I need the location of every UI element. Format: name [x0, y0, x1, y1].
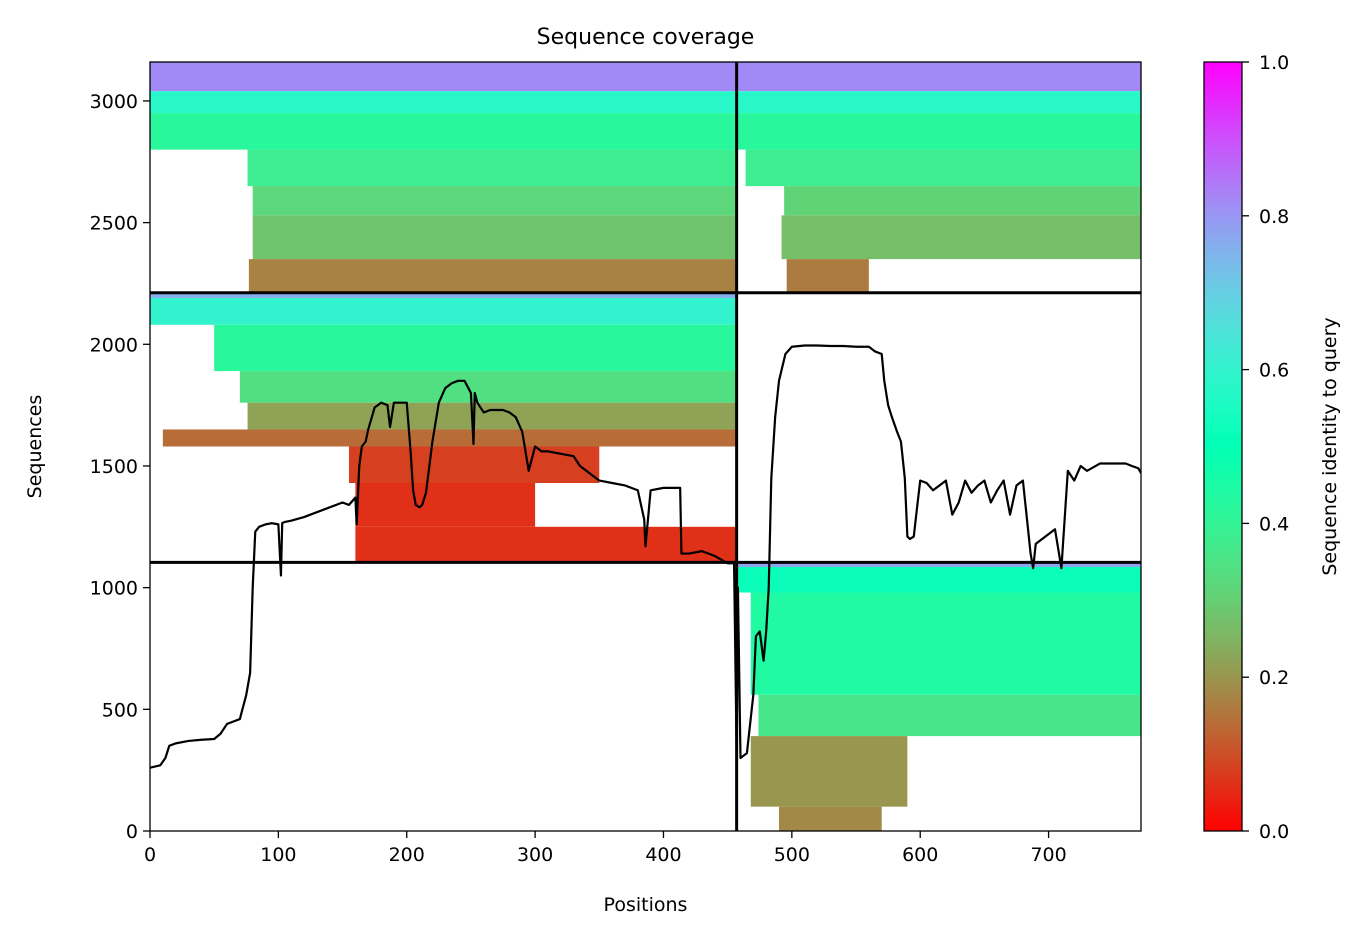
- msa-segment: [781, 215, 1141, 260]
- coverage-line: [150, 344, 1141, 769]
- plot-frame: [149, 61, 1142, 832]
- colorbar-frame: [1203, 61, 1243, 832]
- msa-segment: [150, 292, 737, 299]
- x-tick-label: 200: [389, 844, 425, 866]
- colorbar-tick-label: 0.2: [1259, 667, 1289, 689]
- colorbar-label: Sequence identity to query: [1319, 317, 1341, 575]
- colorbar-gradient: [1204, 62, 1242, 831]
- msa-segment: [786, 259, 869, 293]
- msa-segment: [214, 324, 737, 372]
- y-axis: 0 500 1000 1500 2000 2500 3000: [90, 91, 150, 843]
- y-tick-label: 1000: [90, 578, 138, 600]
- msa-segment: [252, 186, 737, 216]
- msa-segment: [150, 91, 1141, 114]
- x-tick-label: 500: [774, 844, 810, 866]
- y-tick-label: 0: [126, 821, 138, 843]
- msa-segment: [150, 298, 737, 325]
- y-tick-label: 3000: [90, 91, 138, 113]
- msa-segment: [248, 259, 737, 293]
- msa-segment: [784, 186, 1141, 216]
- colorbar: 0.0 0.2 0.4 0.6 0.8 1.0 Sequence identity to …: [1203, 52, 1341, 843]
- msa-segment: [162, 429, 737, 447]
- msa-segment: [150, 113, 1141, 150]
- msa-segment: [348, 446, 600, 484]
- colorbar-tick-label: 1.0: [1259, 52, 1289, 74]
- y-tick-label: 500: [102, 699, 138, 721]
- msa-segment: [150, 62, 1141, 92]
- x-tick-label: 100: [260, 844, 296, 866]
- x-axis: 0 100 200 300 400 500 600 700: [144, 831, 1067, 866]
- msa-segment: [750, 592, 1141, 695]
- chart-title: Sequence coverage: [537, 25, 755, 50]
- x-tick-label: 0: [144, 844, 156, 866]
- colorbar-tick-label: 0.4: [1259, 513, 1289, 535]
- msa-segment: [736, 566, 1141, 593]
- msa-segment: [750, 736, 908, 807]
- msa-segment: [736, 562, 1141, 567]
- y-tick-label: 2000: [90, 334, 138, 356]
- msa-coverage-heatmap: [150, 62, 1141, 831]
- msa-segment: [247, 402, 737, 430]
- msa-segment: [758, 694, 1141, 737]
- plot-area: [150, 62, 1141, 831]
- y-axis-label: Sequences: [24, 395, 46, 499]
- msa-segment: [355, 483, 536, 527]
- msa-segment: [779, 806, 882, 831]
- x-tick-label: 600: [902, 844, 938, 866]
- msa-segment: [252, 215, 737, 260]
- x-tick-label: 700: [1030, 844, 1066, 866]
- msa-segment: [247, 149, 737, 187]
- y-tick-label: 1500: [90, 456, 138, 478]
- x-tick-label: 400: [645, 844, 681, 866]
- x-tick-label: 300: [517, 844, 553, 866]
- msa-segment: [355, 526, 737, 563]
- msa-segment: [745, 149, 1141, 187]
- colorbar-tick-label: 0.8: [1259, 206, 1289, 228]
- y-tick-label: 2500: [90, 213, 138, 235]
- x-axis-label: Positions: [604, 894, 688, 916]
- colorbar-ticks: 0.0 0.2 0.4 0.6 0.8 1.0: [1242, 52, 1289, 843]
- colorbar-tick-label: 0.6: [1259, 360, 1289, 382]
- colorbar-tick-label: 0.0: [1259, 821, 1289, 843]
- msa-segment: [239, 371, 737, 403]
